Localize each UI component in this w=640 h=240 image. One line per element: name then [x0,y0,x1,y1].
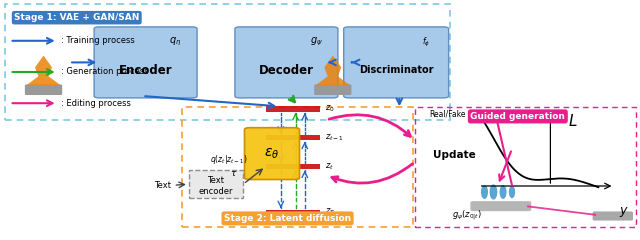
Ellipse shape [509,186,515,198]
Ellipse shape [481,185,488,199]
FancyBboxPatch shape [344,27,449,98]
Bar [266,106,320,112]
Bar [266,164,320,169]
Text: : Training process: : Training process [61,36,134,45]
Polygon shape [316,56,350,85]
Text: Real/Fake: Real/Fake [429,109,467,118]
Text: $\epsilon_\theta$: $\epsilon_\theta$ [264,146,280,161]
Bar [266,135,320,140]
Text: Decoder: Decoder [259,64,314,77]
Ellipse shape [500,185,507,199]
Text: Stage 2: Latent diffusion: Stage 2: Latent diffusion [224,214,351,223]
Text: $y$: $y$ [619,205,629,219]
Text: encoder: encoder [199,187,233,196]
Text: $z_t$: $z_t$ [325,161,334,172]
FancyBboxPatch shape [314,84,351,95]
FancyBboxPatch shape [470,201,531,211]
Text: $z_T$: $z_T$ [325,207,335,217]
Bar [266,210,320,215]
Text: Update: Update [433,150,476,160]
Text: $z_0$: $z_0$ [325,104,335,114]
FancyBboxPatch shape [593,211,633,221]
Text: Guided generation: Guided generation [470,112,565,121]
FancyBboxPatch shape [244,128,300,180]
FancyBboxPatch shape [235,27,338,98]
Text: $g_\psi(z_{0|t})$: $g_\psi(z_{0|t})$ [452,209,482,223]
Text: Stage 1: VAE + GAN/SAN: Stage 1: VAE + GAN/SAN [14,13,140,22]
Text: $z_{t-1}$: $z_{t-1}$ [325,132,344,143]
Text: Encoder: Encoder [119,64,172,77]
Text: $g_\psi$: $g_\psi$ [310,36,323,48]
Text: Text: Text [207,176,225,185]
Text: $L$: $L$ [568,113,577,129]
Text: : Editing process: : Editing process [61,99,131,108]
Polygon shape [26,56,61,85]
FancyBboxPatch shape [25,84,62,95]
Text: $\tau$: $\tau$ [230,169,237,178]
FancyBboxPatch shape [189,170,243,198]
FancyBboxPatch shape [94,27,197,98]
Text: Text: Text [154,181,172,190]
Ellipse shape [490,184,497,200]
Text: $f_\phi$: $f_\phi$ [422,36,431,49]
Text: : Generation process: : Generation process [61,67,148,77]
Text: $q_\eta$: $q_\eta$ [169,36,181,48]
Text: Discriminator: Discriminator [359,66,433,75]
Text: $q(z_t|z_{t-1})$: $q(z_t|z_{t-1})$ [211,153,248,166]
